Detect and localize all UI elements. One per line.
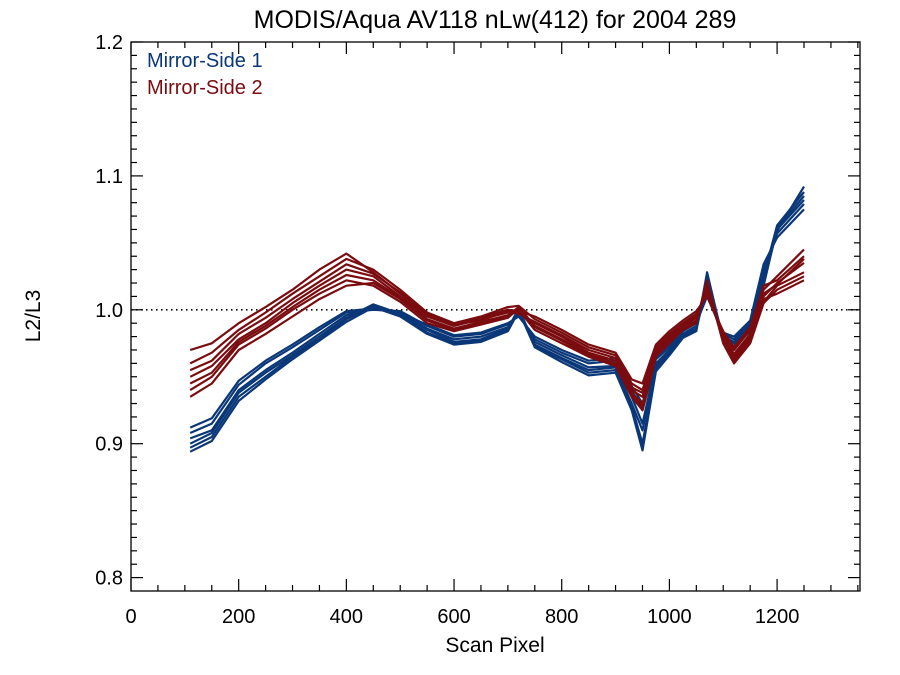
legend-item-1: Mirror-Side 1: [147, 50, 263, 72]
axes-layer: [130, 41, 861, 592]
series-layer: [189, 186, 805, 453]
y-tick-label: 1.0: [95, 300, 123, 322]
y-tick-label: 1.2: [95, 32, 123, 54]
x-tick-label: 1000: [647, 606, 692, 628]
x-tick-label: 400: [330, 606, 363, 628]
x-axis-label: Scan Pixel: [445, 634, 544, 657]
series-2-line-6: [189, 273, 805, 405]
x-tick-label: 0: [125, 606, 136, 628]
y-tick-label: 1.1: [95, 166, 123, 188]
series-2-line-7: [189, 258, 805, 394]
plot-frame: [130, 41, 861, 592]
x-tick-label: 1200: [755, 606, 800, 628]
x-tick-label: 200: [222, 606, 255, 628]
chart-title: MODIS/Aqua AV118 nLw(412) for 2004 289: [254, 6, 737, 34]
legend: Mirror-Side 1 Mirror-Side 2: [147, 50, 263, 99]
y-axis-label: L2/L3: [22, 290, 45, 343]
tick-layer: 0 200 400 600 800 1000 1200 0.8 0.9 1.0 1.1 1.2: [95, 32, 860, 628]
series-2-line-5: [189, 252, 805, 385]
y-tick-label: 0.9: [95, 434, 123, 456]
y-tick-label: 0.8: [95, 568, 123, 590]
series-2: [189, 248, 805, 412]
x-tick-label: 600: [437, 606, 470, 628]
x-tick-label: 800: [545, 606, 578, 628]
legend-item-2: Mirror-Side 2: [147, 77, 263, 99]
